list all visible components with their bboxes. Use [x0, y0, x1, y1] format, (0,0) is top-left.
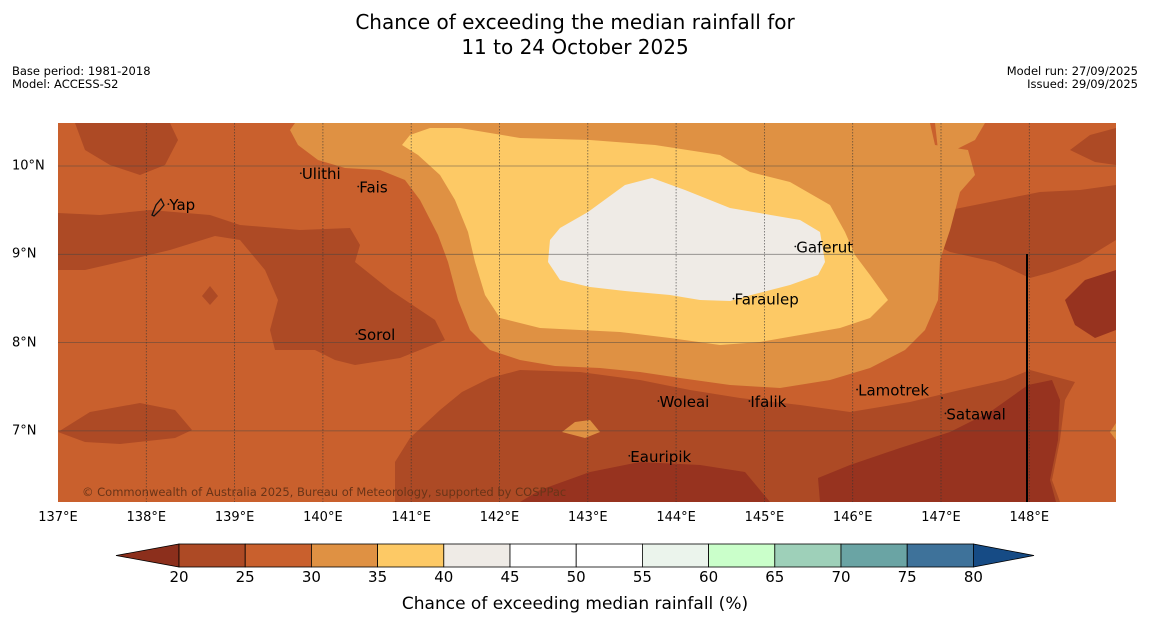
- model-name: Model: ACCESS-S2: [12, 77, 119, 91]
- place-label-fais: Fais: [359, 178, 388, 196]
- yap-island-outline: [151, 197, 165, 217]
- colorbar-tick-label: 80: [963, 568, 983, 586]
- place-marker: [794, 245, 797, 248]
- place-labels: Ulithi Fais Yap Gaferut Faraulep Sorol Woleai I…: [167, 165, 1006, 466]
- issued-date: Issued: 29/09/2025: [1027, 77, 1138, 91]
- base-period: Base period: 1981-2018: [12, 64, 151, 78]
- contour-20-25-east: [920, 185, 1116, 278]
- graticule: [58, 123, 1116, 502]
- longitude-label: 140°E: [303, 510, 343, 525]
- contour-20-25-top-right-b: [1070, 128, 1116, 165]
- contour-30-35-south-blob: [562, 420, 600, 438]
- contour-below-20-east: [1065, 270, 1116, 338]
- contour-30-35-east-edge: [1110, 423, 1116, 440]
- colorbar-segment: [906, 543, 974, 568]
- colorbar-segment: [310, 543, 378, 568]
- colorbar-tick-label: 20: [169, 568, 189, 586]
- meta-left: Base period: 1981-2018 Model: ACCESS-S2: [12, 65, 151, 91]
- longitude-label: 141°E: [391, 510, 431, 525]
- place-label-ifalik: Ifalik: [750, 393, 786, 411]
- place-label-gaferut: Gaferut: [796, 239, 853, 257]
- longitude-label: 142°E: [479, 510, 520, 525]
- colorbar-tick-label: 60: [699, 568, 719, 586]
- longitude-label: 148°E: [1009, 510, 1050, 525]
- longitude-label: 143°E: [568, 510, 608, 525]
- map-title-line-2: 11 to 24 October 2025: [461, 35, 689, 59]
- latitude-label: 9°N: [12, 246, 37, 262]
- latitude-label: 7°N: [12, 423, 37, 439]
- meta-right: Model run: 27/09/2025 Issued: 29/09/2025: [1007, 65, 1138, 91]
- colorbar-segment: [509, 543, 577, 568]
- colorbar: [115, 543, 1035, 568]
- colorbar-segment: [642, 543, 710, 568]
- colorbar-title: Chance of exceeding median rainfall (%): [401, 594, 749, 614]
- place-label-lamotrek: Lamotrek: [858, 382, 929, 400]
- latitude-label: 10°N: [12, 158, 45, 174]
- place-label-yap: Yap: [168, 196, 195, 214]
- contour-20-25-lower-left: [58, 403, 192, 444]
- contour-below-20-south-center: [520, 462, 770, 502]
- longitude-label: 145°E: [744, 510, 785, 525]
- longitude-label: 138°E: [126, 510, 167, 525]
- contour-40-45: [548, 178, 825, 301]
- place-label-eauripik: Eauripik: [630, 448, 691, 466]
- colorbar-tick-label: 30: [301, 568, 321, 586]
- longitude-label: 137°E: [38, 510, 78, 525]
- colorbar-high-extension: [973, 543, 1035, 568]
- colorbar-tick-label: 70: [831, 568, 851, 586]
- colorbar-tick-label: 50: [566, 568, 586, 586]
- place-label-sorol: Sorol: [357, 326, 395, 344]
- place-marker: [299, 172, 302, 175]
- contour-20-25-top-left: [75, 123, 178, 175]
- colorbar-segment: [774, 543, 842, 568]
- place-marker: [657, 400, 660, 402]
- colorbar-tick-label: 25: [235, 568, 255, 586]
- island-dot: [941, 397, 943, 399]
- colorbar-segment: [840, 543, 908, 568]
- colorbar-tick-label: 45: [500, 568, 520, 586]
- contour-20-25-blob: [202, 286, 218, 305]
- longitude-label: 147°E: [921, 510, 961, 525]
- colorbar-tick-label: 75: [897, 568, 917, 586]
- colorbar-segment: [244, 543, 312, 568]
- place-label-satawal: Satawal: [946, 405, 1005, 423]
- colorbar-segment: [575, 543, 643, 568]
- colorbar-segment: [178, 543, 246, 568]
- place-marker: [732, 297, 735, 300]
- copyright-note: © Commonwealth of Australia 2025, Bureau…: [82, 485, 566, 499]
- colorbar-tick-label: 35: [368, 568, 388, 586]
- map-title-line-1: Chance of exceeding the median rainfall …: [355, 10, 795, 34]
- place-label-faraulep: Faraulep: [734, 291, 798, 309]
- colorbar-tick-label: 55: [632, 568, 652, 586]
- place-label-ulithi: Ulithi: [302, 165, 341, 183]
- longitude-label: 139°E: [214, 510, 255, 525]
- contour-20-25-west-band: [58, 210, 445, 365]
- place-marker: [357, 185, 360, 188]
- place-marker: [355, 333, 358, 335]
- longitude-label: 144°E: [656, 510, 696, 525]
- colorbar-segment: [708, 543, 776, 568]
- colorbar-tick-label: 40: [434, 568, 454, 586]
- latitude-label: 8°N: [12, 335, 37, 351]
- place-marker: [748, 400, 751, 402]
- place-marker: [167, 203, 170, 206]
- colorbar-segment: [443, 543, 511, 568]
- contour-30-35-top-right: [935, 123, 985, 150]
- colorbar-segment: [377, 543, 445, 568]
- place-marker: [856, 388, 859, 391]
- model-run: Model run: 27/09/2025: [1006, 64, 1138, 78]
- longitude-label: 146°E: [832, 510, 873, 525]
- place-label-woleai: Woleai: [659, 393, 709, 411]
- place-marker: [944, 412, 947, 415]
- colorbar-low-extension: [115, 543, 180, 568]
- contour-fill-layer: [58, 123, 1116, 502]
- contour-below-20-south-east: [818, 380, 1060, 502]
- place-marker: [628, 454, 631, 457]
- colorbar-tick-label: 65: [765, 568, 785, 586]
